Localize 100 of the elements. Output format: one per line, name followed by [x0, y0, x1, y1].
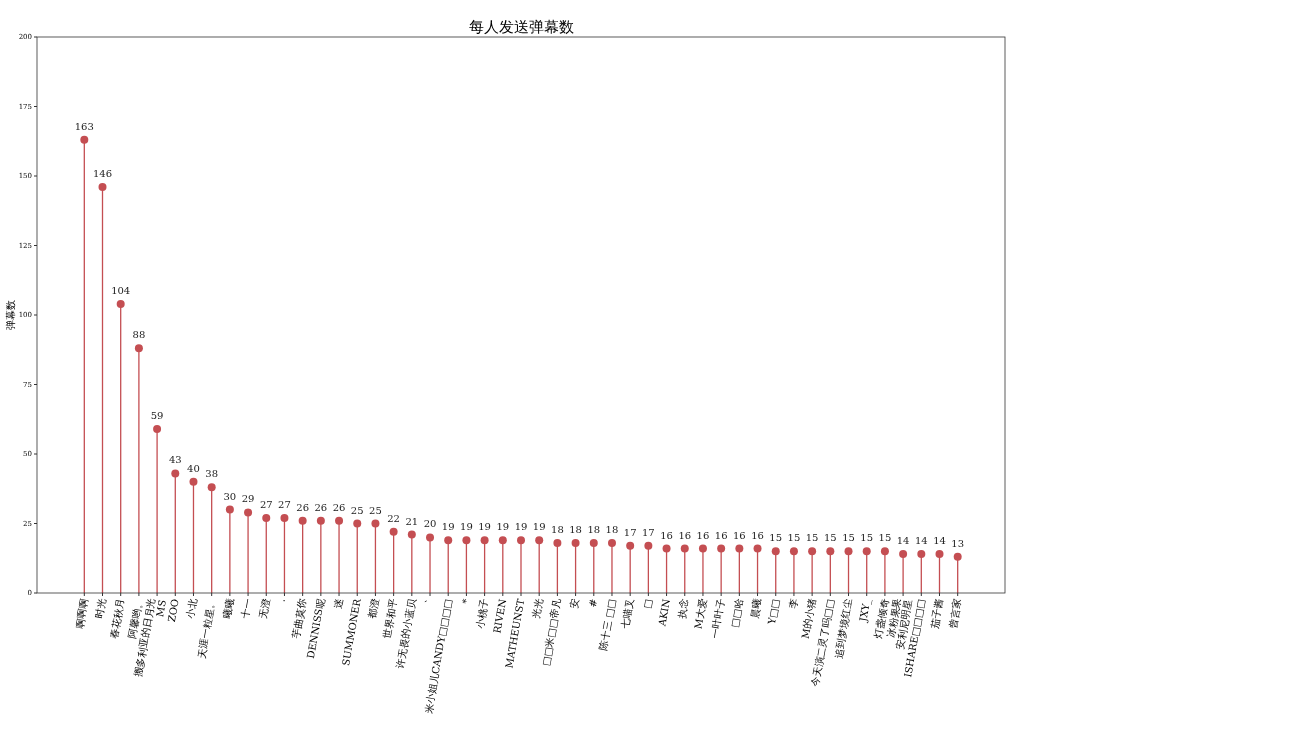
data-label: 17 [642, 526, 655, 538]
x-tick-label: 安 [568, 598, 581, 610]
data-label: 26 [296, 501, 310, 513]
point [371, 519, 380, 528]
x-tick-label: 曾言家 [947, 598, 964, 630]
point [244, 508, 253, 517]
data-label: 13 [951, 537, 965, 549]
data-label: 25 [350, 504, 364, 516]
data-label: 30 [223, 490, 237, 502]
data-label: 40 [187, 462, 200, 474]
data-label: 26 [314, 501, 328, 513]
point [880, 547, 889, 556]
x-tick-label: 陈十三 □□ [597, 598, 618, 652]
x-tick-label: 曦曦 [220, 598, 236, 620]
data-label: 25 [369, 504, 382, 516]
x-tick-label: * [460, 598, 472, 605]
x-tick-label: 啊啊啊 [73, 598, 90, 630]
x-tick-label: 一叶叶子 [708, 598, 727, 640]
point [808, 547, 817, 556]
x-tick-label: ZOO [165, 598, 181, 623]
point [444, 536, 453, 545]
point [826, 547, 835, 556]
x-tick-label: 茄子酱 [928, 598, 945, 630]
point [207, 483, 216, 492]
point [98, 183, 107, 192]
point [789, 547, 798, 556]
data-label: 104 [111, 284, 131, 296]
point [753, 544, 762, 553]
data-label: 15 [878, 532, 892, 544]
point [171, 469, 180, 478]
data-label: 38 [205, 468, 219, 480]
point [426, 533, 435, 542]
x-tick-label: M的小猪 [799, 598, 818, 640]
point [571, 538, 580, 547]
x-tick-label: AKIN [656, 597, 673, 628]
data-label: 16 [660, 529, 673, 541]
x-tick-label: 李 [786, 598, 800, 610]
data-label: 16 [678, 529, 692, 541]
point [899, 550, 908, 559]
data-label: 19 [514, 521, 528, 533]
x-tick-label: 都澄 [366, 598, 381, 620]
data-label: 19 [460, 521, 473, 533]
point [735, 544, 744, 553]
x-tick-label: 春花秋月 [108, 598, 127, 640]
data-label: 43 [168, 454, 182, 466]
data-label: 163 [74, 120, 94, 132]
point [153, 424, 162, 433]
data-label: 15 [823, 532, 837, 544]
data-label: 18 [569, 523, 582, 535]
point [626, 541, 635, 550]
data-label: 16 [714, 529, 728, 541]
x-tick-label: 七喵叉 [619, 598, 636, 630]
point [116, 299, 125, 308]
data-label: 14 [933, 535, 946, 547]
x-tick-label: 小北 [184, 598, 199, 620]
data-label: 146 [92, 168, 113, 180]
point [680, 544, 689, 553]
data-label: 17 [623, 526, 637, 538]
data-label: 16 [696, 529, 710, 541]
x-tick-label: □ [641, 598, 654, 610]
x-tick-label: 芋曲莫你 [290, 598, 309, 640]
x-tick-label: · [278, 598, 290, 604]
point [607, 538, 616, 547]
data-label: 19 [478, 521, 491, 533]
data-label: 19 [496, 521, 510, 533]
x-tick-label: 晨曦 [748, 598, 763, 620]
point [844, 547, 853, 556]
data-label: 88 [132, 329, 146, 341]
data-label: 15 [769, 532, 783, 544]
point [298, 516, 307, 525]
data-label: 26 [332, 501, 346, 513]
x-tick-label: RIVEN [491, 597, 509, 635]
data-label: 27 [278, 498, 291, 510]
point [517, 536, 525, 545]
data-label: 59 [150, 409, 164, 421]
point [935, 550, 944, 559]
point [189, 477, 198, 486]
data-label: 22 [387, 512, 400, 524]
data-label: 16 [732, 529, 746, 541]
data-label: 15 [860, 532, 874, 544]
data-label: 15 [787, 532, 801, 544]
x-tick-label: 迷 [331, 598, 345, 610]
point [862, 547, 871, 556]
y-axis-title: 弹幕数 [5, 300, 16, 330]
data-label: 19 [532, 521, 546, 533]
point [662, 544, 671, 553]
x-tick-label: Y□□ [765, 598, 782, 627]
point [553, 538, 562, 547]
x-tick-label: 光光 [530, 598, 545, 620]
point [953, 552, 962, 561]
point [535, 536, 544, 545]
x-tick-label: 世界和平 [381, 598, 400, 640]
point [480, 536, 489, 545]
x-tick-label: # [586, 598, 600, 609]
point [353, 519, 362, 528]
x-tick-label: 十一 [239, 598, 254, 620]
data-label: 16 [751, 529, 764, 541]
point [698, 544, 707, 553]
point [316, 516, 325, 525]
point [335, 516, 344, 525]
